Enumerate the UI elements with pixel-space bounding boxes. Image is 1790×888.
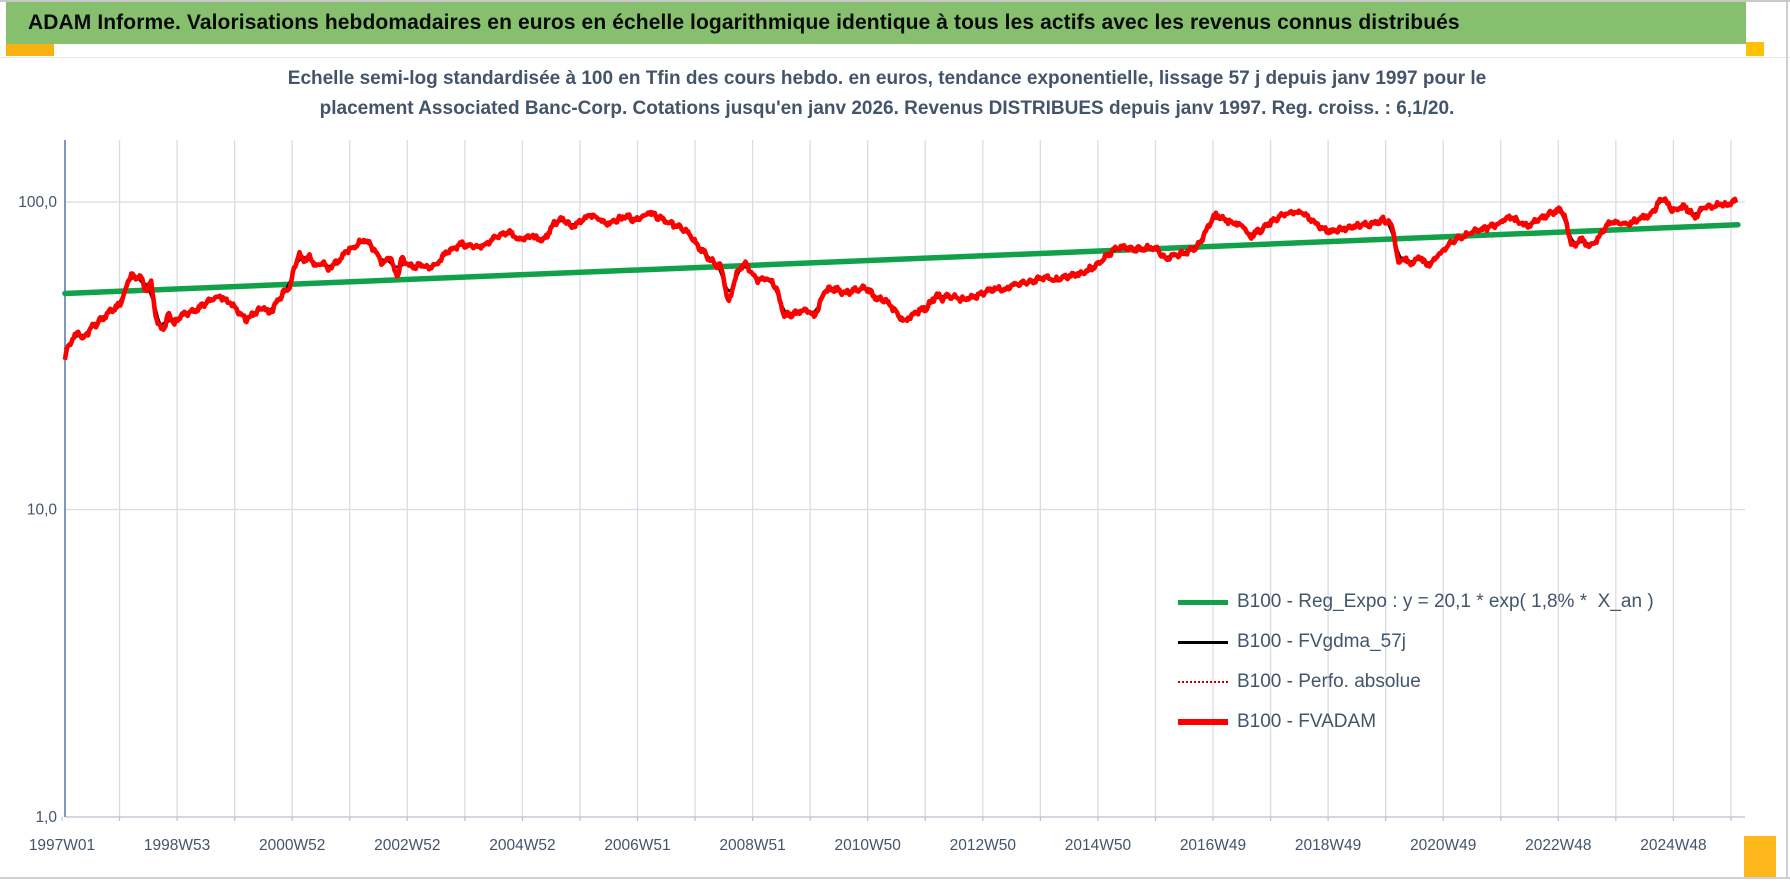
header-banner: ADAM Informe. Valorisations hebdomadaire… [6, 2, 1746, 44]
x-tick-label: 2020W49 [1410, 837, 1476, 854]
chart-title-line1: Echelle semi-log standardisée à 100 en T… [287, 68, 1487, 89]
series-fvadam-line [62, 196, 1739, 361]
orange-marker-top-left [6, 44, 54, 56]
series-perfo-absolue-line [63, 196, 1737, 359]
x-tick-label: 2004W52 [489, 837, 555, 854]
x-tick-label: 2014W50 [1065, 837, 1132, 854]
legend-item-fvadam: B100 - FVADAM [1178, 702, 1654, 742]
legend-label-fvgdma: B100 - FVgdma_57j [1237, 631, 1406, 652]
legend-label-perfo: B100 - Perfo. absolue [1237, 671, 1421, 692]
legend-swatch-dotted-line [1178, 681, 1228, 683]
series-regexpo-trend-line [62, 222, 1741, 297]
legend-item-perfo: B100 - Perfo. absolue [1178, 662, 1654, 702]
x-tick-label: 1998W53 [144, 837, 210, 854]
header-title: ADAM Informe. Valorisations hebdomadaire… [28, 11, 1460, 34]
x-tick-label: 2006W51 [604, 837, 670, 854]
y-tick-label: 10,0 [27, 502, 58, 519]
x-tick-label: 2000W52 [259, 837, 325, 854]
legend-item-regexpo: B100 - Reg_Expo : y = 20,1 * exp( 1,8% *… [1178, 582, 1654, 622]
legend: B100 - Reg_Expo : y = 20,1 * exp( 1,8% *… [1178, 582, 1654, 742]
x-tick-label: 1997W01 [29, 837, 95, 854]
y-tick-label: 1,0 [35, 809, 57, 826]
x-tick-label: 2016W49 [1180, 837, 1246, 854]
x-tick-label: 2002W52 [374, 837, 440, 854]
legend-swatch-black-line [1178, 640, 1228, 644]
orange-marker-top-right [1746, 42, 1764, 56]
x-tick-label: 2018W49 [1295, 837, 1361, 854]
x-tick-label: 2022W48 [1525, 837, 1591, 854]
bottom-border [0, 877, 1790, 879]
orange-marker-bottom-right [1744, 836, 1776, 877]
top-border [0, 0, 1790, 2]
x-tick-label: 2024W48 [1640, 837, 1706, 854]
legend-swatch-red-line [1178, 719, 1228, 725]
legend-label-fvadam: B100 - FVADAM [1237, 711, 1377, 732]
chart-title-line2: placement Associated Banc-Corp. Cotation… [319, 98, 1455, 119]
legend-label-regexpo: B100 - Reg_Expo : y = 20,1 * exp( 1,8% *… [1237, 591, 1654, 612]
row-divider [0, 57, 1790, 58]
x-tick-label: 2012W50 [950, 837, 1017, 854]
y-tick-label: 100,0 [18, 194, 57, 211]
series-fvgdma-line [64, 199, 1737, 351]
chart-title: Echelle semi-log standardisée à 100 en T… [100, 64, 1674, 124]
legend-item-fvgdma: B100 - FVgdma_57j [1178, 622, 1654, 662]
right-border [1786, 2, 1788, 878]
x-tick-label: 2008W51 [719, 837, 785, 854]
legend-swatch-green-line [1178, 599, 1228, 605]
x-tick-label: 2010W50 [835, 837, 902, 854]
